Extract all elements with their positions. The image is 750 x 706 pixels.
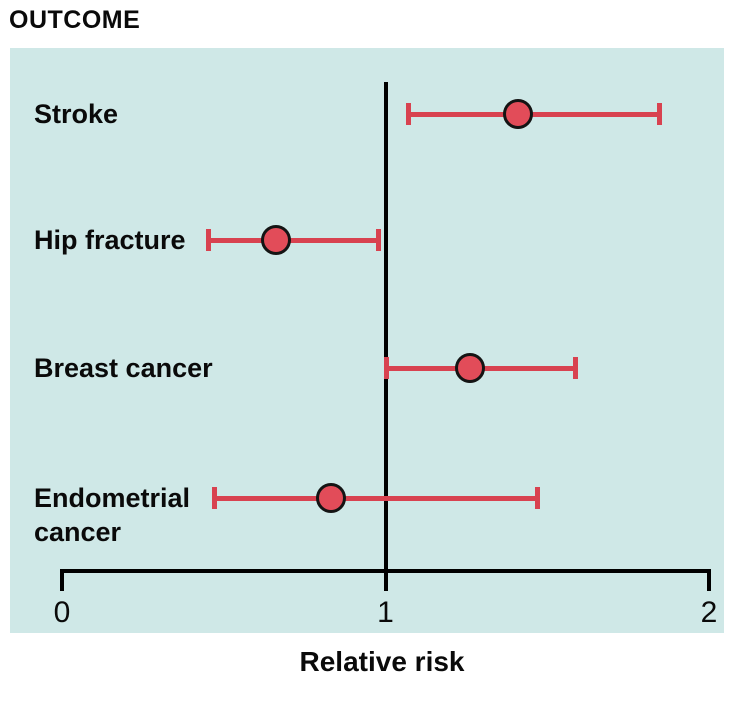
ci-cap-low-breast-cancer: [383, 357, 389, 379]
x-axis-tick-label-2: 2: [700, 596, 718, 629]
ci-cap-high-stroke: [657, 103, 663, 125]
rr-marker-endometrial-cancer: [315, 483, 346, 513]
row-label-stroke: Stroke: [34, 99, 119, 129]
ci-cap-low-stroke: [406, 103, 412, 125]
row-label-endometrial-cancer: Endometrial cancer: [34, 483, 191, 547]
x-axis-tick-label-0: 0: [53, 596, 71, 629]
ci-cap-high-breast-cancer: [573, 357, 579, 379]
ci-bar-endometrial-cancer: [214, 496, 538, 501]
x-axis-tick-1: [383, 569, 388, 591]
ci-cap-low-endometrial-cancer: [212, 487, 218, 509]
x-axis-tick-label-1: 1: [377, 596, 394, 629]
rr-marker-stroke: [503, 99, 534, 129]
ci-cap-high-hip-fracture: [376, 229, 382, 251]
row-label-breast-cancer: Breast cancer: [34, 353, 213, 383]
x-axis-tick-0: [60, 569, 64, 591]
chart-title: OUTCOME: [9, 6, 141, 34]
ci-bar-hip-fracture: [207, 238, 380, 243]
ci-cap-low-hip-fracture: [205, 229, 211, 251]
row-label-hip-fracture: Hip fracture: [34, 225, 186, 255]
rr-marker-hip-fracture: [260, 225, 291, 255]
x-axis-label: Relative risk: [299, 646, 465, 677]
plot-panel: 0 1 2 Stroke Hip fracture Breast cancer Endome…: [10, 48, 724, 633]
x-axis-tick-2: [707, 569, 711, 591]
ci-bar-stroke: [408, 112, 661, 117]
rr-marker-breast-cancer: [454, 353, 485, 383]
reference-line: [383, 82, 388, 591]
ci-cap-high-endometrial-cancer: [534, 487, 540, 509]
